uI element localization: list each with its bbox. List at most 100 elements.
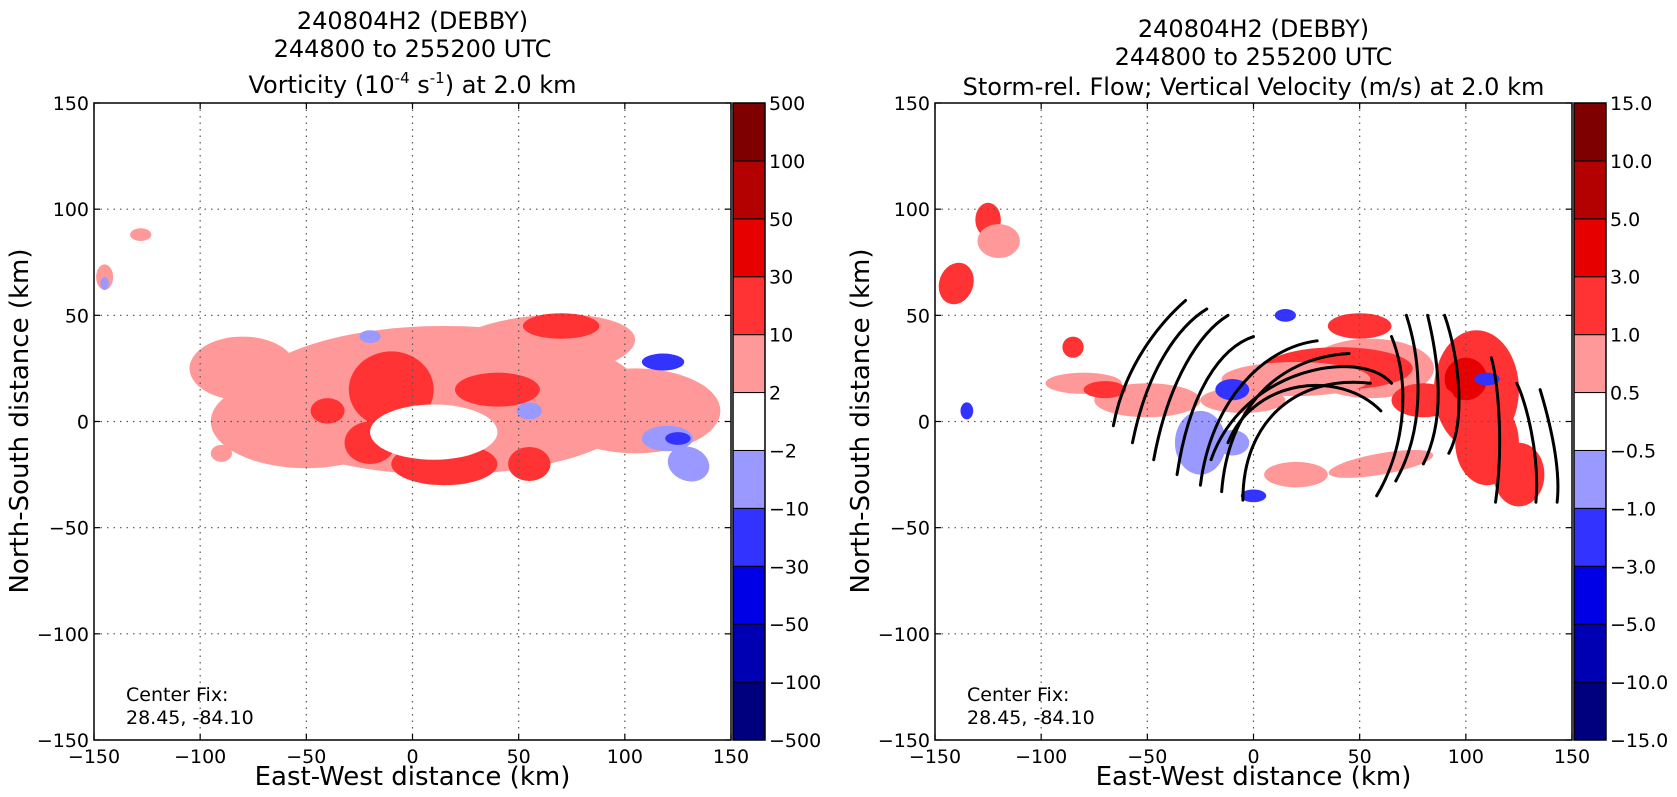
streamline [1209, 365, 1394, 462]
vorticity-title-var: Vorticity (10 [248, 71, 394, 99]
vorticity-y-ticks: −150 −100 −50 0 50 100 150 [37, 93, 731, 752]
vorticity-colorbar: −500 −100 −50 −30 −10 −2 2 10 30 50 100 500 [732, 93, 821, 752]
streamline [1443, 313, 1461, 455]
x-tick-label: −150 [68, 746, 120, 768]
x-tick-label: −50 [1127, 746, 1167, 768]
colorbar-tick-label: −1.0 [1610, 498, 1656, 520]
streamline [1198, 339, 1319, 487]
vorticity-title-sup2: -1 [430, 69, 445, 87]
x-tick-label: −100 [174, 746, 226, 768]
field-contour [1062, 336, 1084, 358]
streamline [1130, 307, 1209, 445]
streamline [1175, 335, 1255, 477]
field-contour [454, 372, 540, 407]
colorbar-tick-label: −2 [769, 440, 797, 462]
y-tick-label: 50 [65, 305, 89, 327]
colorbar-swatch [732, 218, 766, 278]
colorbar-swatch [1573, 507, 1607, 567]
colorbar-tick-label: −10 [769, 498, 809, 520]
colorbar-tick-label: 1.0 [1610, 325, 1640, 347]
colorbar-swatch [732, 102, 766, 162]
velocity-x-axis-label: East-West distance (km) [1096, 762, 1412, 792]
streamline [1489, 356, 1502, 504]
streamline [1538, 388, 1560, 504]
field-contour [1444, 357, 1488, 401]
field-contour [189, 336, 296, 401]
x-tick-label: 100 [1448, 746, 1484, 768]
vorticity-plot-area [93, 102, 732, 741]
velocity-title-line2: 244800 to 255200 UTC [1115, 43, 1393, 71]
colorbar-swatch [732, 160, 766, 220]
x-tick-label: −150 [909, 746, 961, 768]
colorbar-swatch [1573, 681, 1607, 741]
y-tick-label: −50 [890, 518, 930, 540]
x-tick-label: 100 [607, 746, 643, 768]
streamline [1394, 313, 1420, 483]
colorbar-swatch [1573, 623, 1607, 683]
vorticity-y-axis-label: North-South distance (km) [5, 248, 35, 593]
colorbar-tick-label: 15.0 [1610, 93, 1652, 115]
streamline [1241, 380, 1372, 502]
velocity-x-ticks: −150 −100 −50 0 50 100 150 [909, 103, 1590, 768]
field-contour [522, 313, 600, 339]
field-contour [310, 398, 345, 424]
field-contour [1493, 442, 1545, 507]
colorbar-swatch [732, 681, 766, 741]
velocity-title-line1: 240804H2 (DEBBY) [1138, 15, 1369, 43]
colorbar-tick-label: 100 [769, 151, 805, 173]
y-tick-label: 0 [77, 412, 89, 434]
y-tick-label: −100 [878, 624, 930, 646]
vorticity-center-fix-label: Center Fix: [126, 684, 228, 706]
colorbar-swatch [1573, 102, 1607, 162]
y-tick-label: 100 [894, 199, 930, 221]
colorbar-swatch [732, 449, 766, 509]
vorticity-title-sup1: -4 [395, 69, 410, 87]
streamline [1515, 381, 1539, 504]
field-contour [100, 277, 109, 290]
colorbar-swatch [732, 392, 766, 451]
x-tick-label: 50 [1348, 746, 1372, 768]
x-tick-label: 150 [1554, 746, 1590, 768]
streamline [1152, 313, 1230, 462]
vorticity-title-end: ) at 2.0 km [445, 71, 577, 99]
field-contour [1264, 461, 1328, 488]
colorbar-tick-label: −0.5 [1610, 440, 1656, 462]
vorticity-x-ticks: −150 −100 −50 0 50 100 150 [68, 103, 749, 768]
colorbar-frame [1573, 102, 1607, 741]
x-tick-label: 0 [1247, 746, 1259, 768]
x-tick-label: 0 [406, 746, 418, 768]
y-tick-label: −150 [37, 730, 89, 752]
colorbar-tick-label: 0.5 [1610, 383, 1640, 405]
field-contour [508, 446, 551, 481]
colorbar-tick-label: 10 [769, 325, 793, 347]
y-tick-label: −100 [37, 624, 89, 646]
field-contour [1240, 489, 1267, 503]
field-contour [1083, 381, 1127, 399]
y-tick-label: 100 [53, 199, 89, 221]
colorbar-tick-label: −5.0 [1610, 614, 1656, 636]
colorbar-tick-label: 2 [769, 383, 781, 405]
colorbar-swatch [732, 623, 766, 683]
colorbar-tick-label: 10.0 [1610, 151, 1652, 173]
colorbar-swatch [732, 565, 766, 625]
field-contour [977, 224, 1020, 259]
colorbar-tick-label: −10.0 [1610, 672, 1668, 694]
velocity-y-axis-label: North-South distance (km) [846, 248, 876, 593]
field-contour [665, 432, 691, 445]
colorbar-frame [732, 102, 766, 741]
vorticity-panel: 240804H2 (DEBBY) 244800 to 255200 UTC Vo… [5, 7, 821, 792]
colorbar-tick-label: 50 [769, 209, 793, 231]
field-contour [359, 330, 381, 343]
y-tick-label: 0 [918, 412, 930, 434]
colorbar-swatch [1573, 218, 1607, 278]
colorbar-tick-label: 500 [769, 93, 805, 115]
colorbar-swatch [732, 334, 766, 394]
velocity-colorbar: −15.0 −10.0 −5.0 −3.0 −1.0 −0.5 0.5 1.0 3.0 5.0 10… [1573, 93, 1668, 752]
field-contour [1474, 372, 1500, 386]
velocity-title-line3: Storm-rel. Flow; Vertical Velocity (m/s)… [963, 73, 1545, 101]
colorbar-tick-label: −15.0 [1610, 730, 1668, 752]
velocity-center-fix-value: 28.45, -84.10 [967, 707, 1095, 729]
streamline [1226, 383, 1383, 445]
colorbar-swatch [1573, 160, 1607, 220]
